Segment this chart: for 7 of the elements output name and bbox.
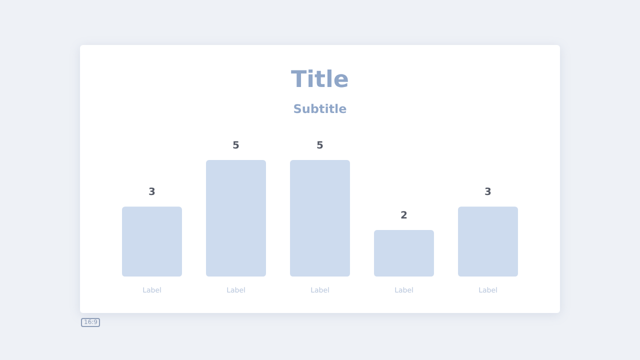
data-label: 2 [400, 210, 408, 222]
data-label: 3 [484, 187, 492, 198]
chart-title: Title [290, 67, 350, 93]
chart-subtitle: Subtitle [292, 102, 348, 116]
data-label: 5 [316, 140, 324, 152]
data-label: 3 [148, 187, 156, 198]
data-label: 5 [232, 140, 240, 152]
